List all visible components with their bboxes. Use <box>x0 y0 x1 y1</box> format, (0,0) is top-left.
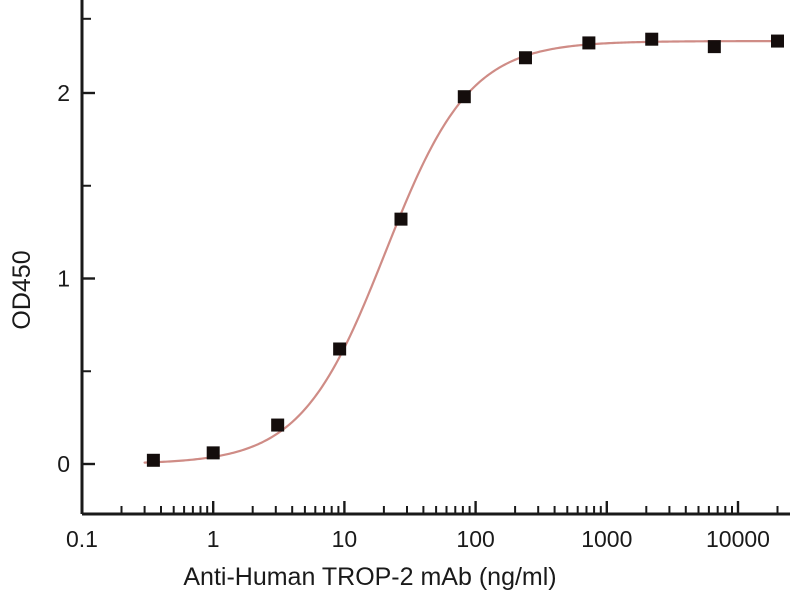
y-tick-label: 1 <box>57 266 70 292</box>
x-tick-label: 10 <box>332 526 358 552</box>
fit-curve <box>143 39 785 464</box>
tick-labels-layer: 0.1 1 10 100 1000 10000 0 1 2 <box>57 80 770 552</box>
x-tick-label: 0.1 <box>66 526 98 552</box>
y-tick-label: 2 <box>57 80 70 106</box>
data-point-marker <box>271 418 285 432</box>
tick-marks-layer <box>80 17 779 514</box>
data-point-marker <box>707 40 721 54</box>
data-point-marker <box>645 32 659 46</box>
data-point-marker <box>582 36 596 50</box>
x-tick-label: 100 <box>456 526 494 552</box>
fit-curve-layer <box>143 39 785 464</box>
x-tick-label: 10000 <box>706 526 770 552</box>
data-point-marker <box>457 90 471 104</box>
x-tick-label: 1000 <box>581 526 632 552</box>
y-tick-label: 0 <box>57 451 70 477</box>
data-markers-layer <box>146 32 784 467</box>
data-point-marker <box>771 34 784 48</box>
data-point-marker <box>206 446 220 460</box>
data-point-marker <box>333 342 347 356</box>
data-point-marker <box>394 212 408 226</box>
y-axis-title: OD450 <box>8 250 36 329</box>
axes-layer <box>80 0 790 516</box>
data-point-marker <box>518 51 532 65</box>
x-tick-label: 1 <box>207 526 220 552</box>
x-axis-title: Anti-Human TROP-2 mAb (ng/ml) <box>183 563 556 591</box>
data-point-marker <box>146 453 160 467</box>
